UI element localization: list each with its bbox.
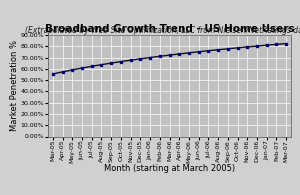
Y-axis label: Market Penetration %: Market Penetration % — [10, 40, 19, 131]
Text: (Extrapolated by Web Site Optimization, LLC from Nielsen/NetRatings data): (Extrapolated by Web Site Optimization, … — [25, 26, 300, 35]
Title: Broadband Growth Trend - US Home Users: Broadband Growth Trend - US Home Users — [45, 24, 294, 34]
X-axis label: Month (starting at March 2005): Month (starting at March 2005) — [104, 164, 235, 173]
